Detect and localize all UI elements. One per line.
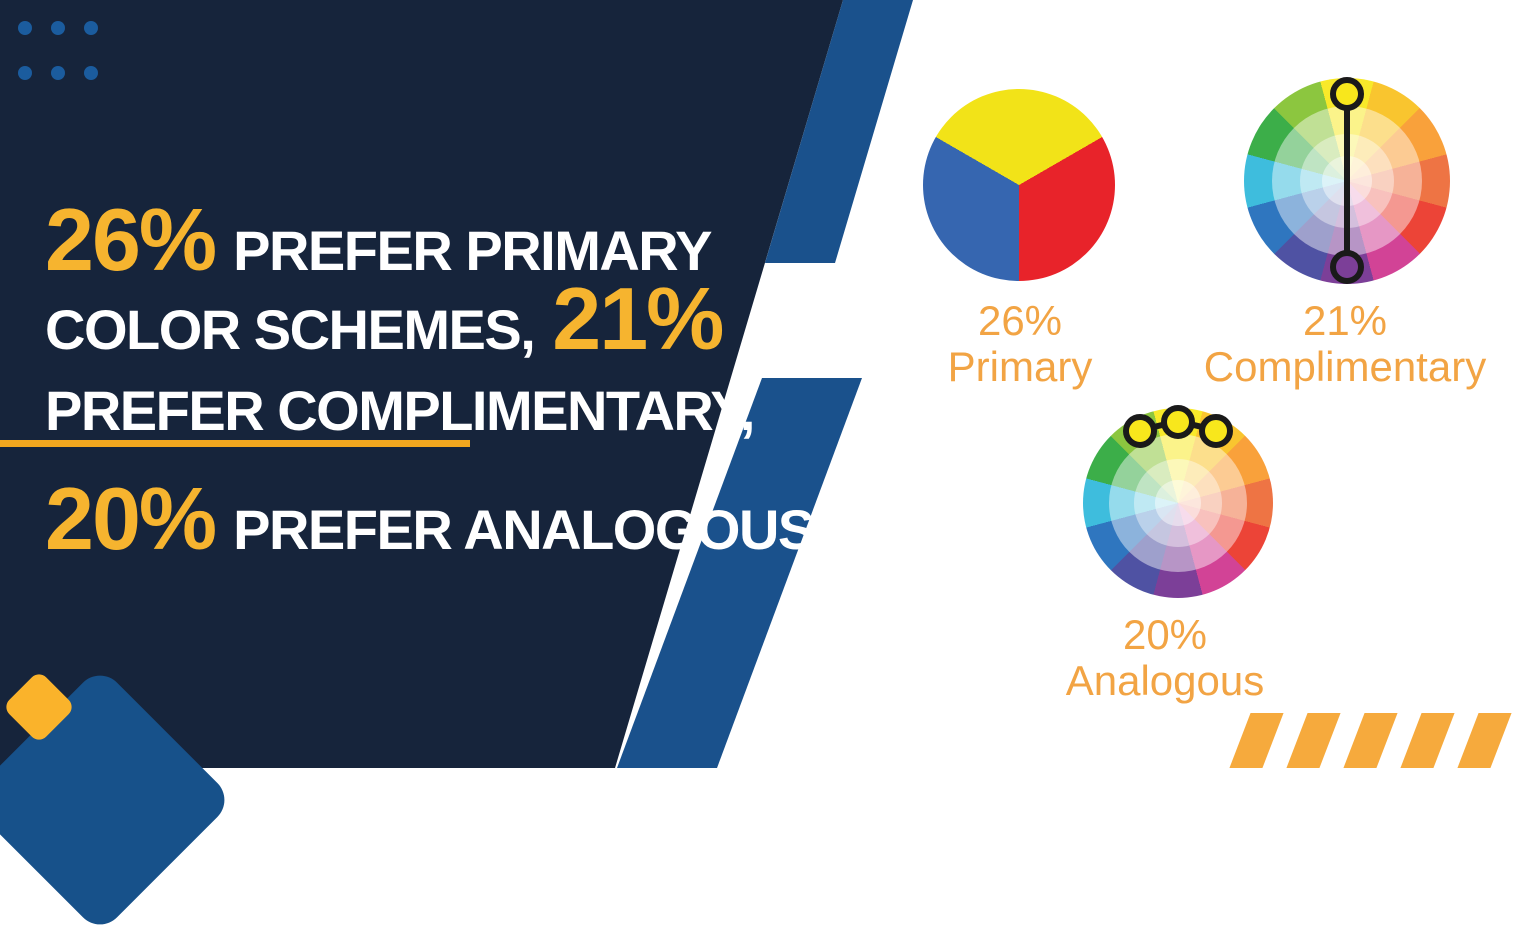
headline-text-2: COLOR SCHEMES, <box>45 298 536 361</box>
dot <box>84 66 98 80</box>
complementary-name: Complimentary <box>1203 343 1487 391</box>
selection-marker-left <box>1123 414 1157 448</box>
wheel-inner-ring <box>1134 459 1222 547</box>
headline-text-1: PREFER PRIMARY <box>233 219 712 282</box>
wheel-hub <box>1155 480 1201 526</box>
analogous-color-wheel <box>1083 405 1273 598</box>
headline-text-3: PREFER COMPLIMENTARY, <box>45 379 755 442</box>
primary-name: Primary <box>947 343 1093 391</box>
complementary-figure-label: 21% Complimentary <box>1185 297 1505 391</box>
primary-colors-pie <box>923 89 1115 281</box>
hazard-stripe <box>1343 713 1398 768</box>
dots-ornament <box>18 21 98 80</box>
analogous-figure-label: 20% Analogous <box>1005 611 1325 705</box>
analogous-name: Analogous <box>1065 657 1265 705</box>
complementary-color-wheel <box>1244 77 1450 284</box>
selection-marker-violet <box>1330 250 1364 284</box>
headline-line-1: 26% PREFER PRIMARY <box>45 190 712 289</box>
stat-21-percent: 21% <box>552 269 724 368</box>
dot <box>18 66 32 80</box>
headline-line-2: COLOR SCHEMES, 21% <box>45 269 724 368</box>
dot <box>84 21 98 35</box>
selection-marker-middle <box>1161 405 1195 439</box>
dot <box>51 21 65 35</box>
stat-20-percent: 20% <box>45 469 217 568</box>
hazard-stripe <box>1229 713 1284 768</box>
complementary-connector-line <box>1344 110 1350 255</box>
complementary-percent: 21% <box>1302 297 1388 344</box>
hazard-stripe <box>1286 713 1341 768</box>
dot <box>51 66 65 80</box>
hazard-stripe <box>1457 713 1512 768</box>
selection-marker-yellow <box>1330 77 1364 111</box>
headline-text-4: PREFER ANALOGOUS <box>233 498 815 561</box>
primary-percent: 26% <box>977 297 1063 344</box>
hazard-stripe <box>1400 713 1455 768</box>
headline-line-4: 20% PREFER ANALOGOUS <box>45 469 815 568</box>
primary-figure-label: 26% Primary <box>860 297 1180 391</box>
analogous-percent: 20% <box>1122 611 1208 658</box>
headline-divider <box>0 440 470 447</box>
dot <box>18 21 32 35</box>
selection-marker-right <box>1199 414 1233 448</box>
stat-26-percent: 26% <box>45 190 217 289</box>
headline-line-3: PREFER COMPLIMENTARY, <box>45 379 755 442</box>
wheel-middle-ring <box>1108 433 1248 573</box>
